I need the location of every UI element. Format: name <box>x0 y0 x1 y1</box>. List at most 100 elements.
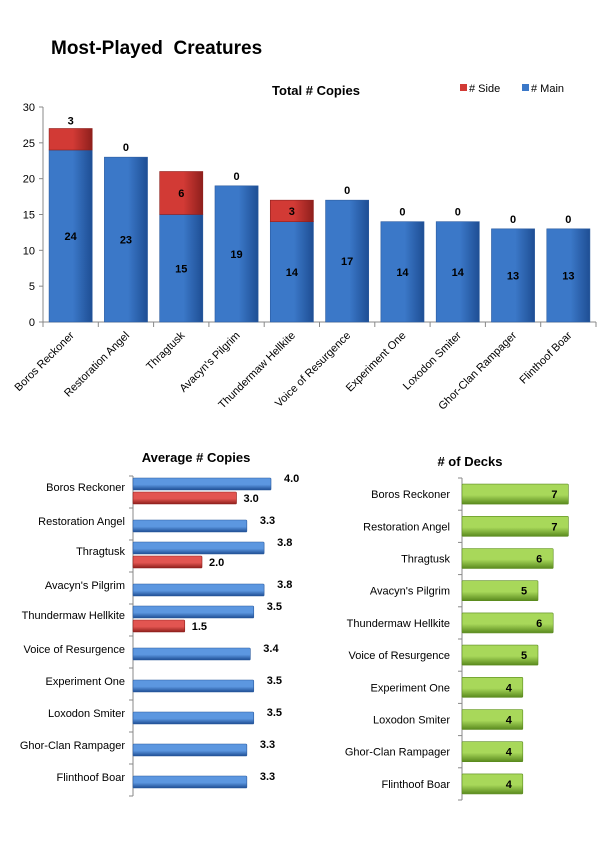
bar-side-boros-reckoner <box>48 128 93 151</box>
bar-main-label: 19 <box>230 249 242 261</box>
y-category-label: Flinthoof Boar <box>57 772 126 784</box>
bar-side-label: 0 <box>455 207 461 219</box>
bar-main-flinthoof-boar <box>546 228 591 323</box>
bar-avg-main-thragtusk <box>132 541 265 555</box>
bar-avg-main-thundermaw-hellkite <box>132 605 255 619</box>
chart-title: Average # Copies <box>142 450 251 465</box>
bar-side-thragtusk <box>159 171 204 215</box>
bar-side-label: 3 <box>68 116 74 128</box>
legend-label-main: # Main <box>531 83 564 95</box>
bar-main-label: 13 <box>562 270 574 282</box>
bar-decks-thundermaw-hellkite <box>461 612 554 634</box>
bar-main-avacyn-s-pilgrim <box>214 185 259 323</box>
bar-side-label: 6 <box>178 188 184 200</box>
bar-avg-side-boros-reckoner <box>132 491 237 505</box>
bar-decks-label: 6 <box>536 618 542 630</box>
bar-avg-side-label: 3.0 <box>244 493 259 505</box>
bar-main-label: 15 <box>175 263 187 275</box>
bar-side-label: 0 <box>565 214 571 226</box>
bar-avg-side-thundermaw-hellkite <box>132 619 186 633</box>
bar-decks-thragtusk <box>461 548 554 569</box>
y-category-label: Avacyn's Pilgrim <box>45 580 125 592</box>
bar-avg-main-boros-reckoner <box>132 477 272 491</box>
y-category-label: Restoration Angel <box>38 516 125 528</box>
bar-avg-side-label: 2.0 <box>209 557 224 569</box>
bar-decks-loxodon-smiter <box>461 709 524 730</box>
bar-avg-main-experiment-one <box>132 679 255 693</box>
bar-avg-main-restoration-angel <box>132 519 248 533</box>
bar-side-thundermaw-hellkite <box>269 199 314 222</box>
legend-swatch-side <box>460 84 467 91</box>
bar-avg-main-loxodon-smiter <box>132 711 255 725</box>
y-category-label: Loxodon Smiter <box>373 715 450 727</box>
bar-side-label: 0 <box>344 185 350 197</box>
bar-decks-label: 4 <box>506 682 513 694</box>
bar-decks-restoration-angel <box>461 515 569 537</box>
y-tick-label: 15 <box>23 210 35 222</box>
bar-avg-main-ghor-clan-rampager <box>132 743 248 757</box>
y-tick-label: 5 <box>29 281 35 293</box>
bar-avg-main-voice-of-resurgence <box>132 647 251 661</box>
y-category-label: Thragtusk <box>401 554 450 566</box>
bar-decks-label: 7 <box>551 521 557 533</box>
bar-side-label: 0 <box>510 214 516 226</box>
y-category-label: Thundermaw Hellkite <box>22 610 125 622</box>
y-category-label: Ghor-Clan Rampager <box>345 747 450 759</box>
bar-decks-label: 4 <box>506 779 513 791</box>
bar-avg-main-label: 3.5 <box>267 675 282 687</box>
bar-avg-main-label: 3.4 <box>263 643 279 655</box>
chart-title: Total # Copies <box>272 83 360 98</box>
bar-decks-voice-of-resurgence <box>461 644 539 666</box>
y-category-label: Avacyn's Pilgrim <box>370 586 450 598</box>
bar-avg-side-thragtusk <box>132 555 203 569</box>
y-tick-label: 25 <box>23 138 35 150</box>
bar-main-label: 14 <box>286 267 299 279</box>
bar-decks-experiment-one <box>461 676 524 698</box>
bar-main-restoration-angel <box>104 156 148 323</box>
y-category-label: Flinthoof Boar <box>382 779 451 791</box>
bar-main-label: 14 <box>396 267 409 279</box>
bar-avg-main-label: 3.5 <box>267 601 282 613</box>
y-category-label: Thragtusk <box>76 546 125 558</box>
bar-avg-main-label: 3.5 <box>267 707 282 719</box>
bar-decks-ghor-clan-rampager <box>461 741 524 763</box>
y-category-label: Voice of Resurgence <box>23 644 125 656</box>
bar-main-label: 17 <box>341 256 353 268</box>
bar-main-label: 14 <box>452 267 465 279</box>
bar-avg-side-label: 1.5 <box>192 621 207 633</box>
bar-side-label: 0 <box>399 207 405 219</box>
bar-main-label: 23 <box>120 235 132 247</box>
y-category-label: Ghor-Clan Rampager <box>20 740 125 752</box>
bar-main-ghor-clan-rampager <box>491 228 535 323</box>
y-category-label: Voice of Resurgence <box>348 650 450 662</box>
y-category-label: Experiment One <box>371 682 450 694</box>
bar-decks-label: 4 <box>506 715 513 727</box>
y-category-label: Experiment One <box>46 676 125 688</box>
bar-avg-main-label: 3.8 <box>277 537 292 549</box>
bar-decks-label: 5 <box>521 586 527 598</box>
bar-decks-label: 4 <box>506 747 513 759</box>
y-category-label: Boros Reckoner <box>371 489 450 501</box>
bar-avg-main-avacyn-s-pilgrim <box>132 583 265 597</box>
bar-main-label: 13 <box>507 270 519 282</box>
y-category-label: Boros Reckoner <box>46 482 125 494</box>
bar-main-boros-reckoner <box>48 149 93 323</box>
bar-side-label: 0 <box>123 142 129 154</box>
bar-decks-label: 7 <box>551 489 557 501</box>
bar-avg-main-label: 3.8 <box>277 579 292 591</box>
bar-decks-label: 6 <box>536 554 542 566</box>
bar-avg-main-label: 4.0 <box>284 473 299 485</box>
bar-avg-main-flinthoof-boar <box>132 775 248 789</box>
bar-avg-main-label: 3.3 <box>260 515 275 527</box>
y-category-label: Thundermaw Hellkite <box>347 618 450 630</box>
legend-label-side: # Side <box>469 83 500 95</box>
bar-main-experiment-one <box>380 221 425 323</box>
bar-main-voice-of-resurgence <box>325 199 370 323</box>
legend-swatch-main <box>522 84 529 91</box>
y-tick-label: 0 <box>29 317 35 329</box>
bar-decks-boros-reckoner <box>461 483 569 505</box>
bar-avg-main-label: 3.3 <box>260 771 275 783</box>
bar-main-thundermaw-hellkite <box>269 221 314 323</box>
